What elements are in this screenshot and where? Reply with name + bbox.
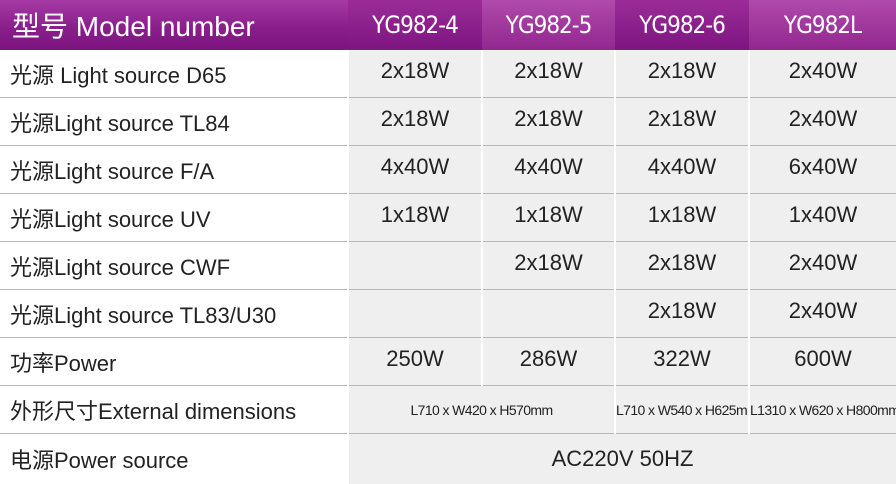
spec-value: 2x18W (614, 50, 749, 98)
row-label: 光源Light source CWF (0, 241, 348, 290)
spec-value: 1x18W (481, 193, 615, 242)
spec-value: 2x40W (748, 97, 896, 146)
header-label: 型号 Model number (0, 0, 348, 50)
empty-cell (481, 289, 615, 338)
spec-value: 2x40W (748, 50, 896, 98)
row-label: 光源Light source TL84 (0, 97, 348, 146)
spec-value: 4x40W (481, 145, 615, 194)
spec-row: 光源Light source TL84 2x18W 2x18W 2x18W 2x40W (0, 97, 896, 146)
spec-value: 1x18W (347, 193, 482, 242)
spec-value: 6x40W (748, 145, 896, 194)
row-label: 功率Power (0, 337, 348, 386)
spec-value: L710 x W420 x H570mm (347, 385, 615, 434)
spec-value: 2x18W (614, 97, 749, 146)
spec-value: 2x18W (481, 241, 615, 290)
row-label: 光源Light source UV (0, 193, 348, 242)
spec-value: 322W (614, 337, 749, 386)
spec-value: 2x18W (614, 241, 749, 290)
empty-cell (347, 241, 482, 290)
row-label: 电源Power source (0, 433, 348, 484)
spec-row: 光源Light source TL83/U30 2x18W 2x40W (0, 289, 896, 338)
spec-row: 光源Light source UV 1x18W 1x18W 1x18W 1x40W (0, 193, 896, 242)
header-row: 型号 Model number YG982-4 YG982-5 YG982-6 YG98… (0, 0, 896, 50)
row-label: 外形尺寸External dimensions (0, 385, 348, 434)
row-label: 光源Light source TL83/U30 (0, 289, 348, 338)
spec-value: 2x18W (347, 97, 482, 146)
spec-value: AC220V 50HZ (347, 433, 896, 484)
model-name: YG982-4 (348, 0, 482, 50)
spec-value: 2x18W (347, 50, 482, 98)
spec-row: 光源Light source CWF 2x18W 2x18W 2x40W (0, 241, 896, 290)
row-label: 光源 Light source D65 (0, 50, 348, 98)
spec-row: 光源Light source F/A 4x40W 4x40W 4x40W 6x40W (0, 145, 896, 194)
spec-value: L710 x W540 x H625mm (614, 385, 749, 434)
spec-row: 功率Power 250W 286W 322W 600W (0, 337, 896, 386)
row-label: 光源Light source F/A (0, 145, 348, 194)
empty-cell (347, 289, 482, 338)
spec-row: 光源 Light source D65 2x18W 2x18W 2x18W 2x40W (0, 50, 896, 98)
spec-value: 2x40W (748, 241, 896, 290)
spec-value: 250W (347, 337, 482, 386)
spec-value: 600W (748, 337, 896, 386)
model-name: YG982L (749, 0, 896, 50)
table-header: 型号 Model number YG982-4 YG982-5 YG982-6 YG98… (0, 0, 896, 50)
spec-row: 外形尺寸External dimensions L710 x W420 x H57… (0, 385, 896, 434)
spec-value: 1x40W (748, 193, 896, 242)
spec-value: L1310 x W620 x H800mm (748, 385, 896, 434)
spec-value: 2x18W (614, 289, 749, 338)
model-name: YG982-6 (615, 0, 749, 50)
spec-value: 2x18W (481, 50, 615, 98)
spec-value: 2x40W (748, 289, 896, 338)
spec-value: 2x18W (481, 97, 615, 146)
spec-value: 1x18W (614, 193, 749, 242)
table-body: 光源 Light source D65 2x18W 2x18W 2x18W 2x40W 光… (0, 50, 896, 484)
model-name: YG982-5 (482, 0, 615, 50)
spec-value: 4x40W (347, 145, 482, 194)
spec-value: 286W (481, 337, 615, 386)
spec-value: 4x40W (614, 145, 749, 194)
spec-row: 电源Power source AC220V 50HZ (0, 433, 896, 484)
